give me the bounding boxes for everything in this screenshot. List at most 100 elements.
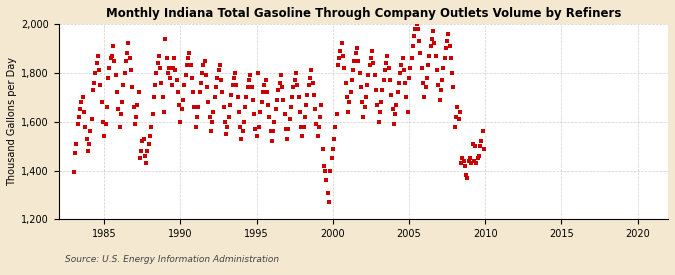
Point — [431, 68, 442, 73]
Point — [323, 200, 334, 205]
Point — [267, 139, 277, 144]
Point — [184, 51, 195, 56]
Point — [438, 66, 449, 70]
Point — [127, 85, 138, 90]
Point — [353, 58, 364, 63]
Point — [283, 127, 294, 131]
Point — [124, 56, 135, 60]
Point — [212, 75, 223, 80]
Point — [160, 36, 171, 41]
Point — [146, 124, 157, 129]
Point — [227, 83, 238, 87]
Point — [248, 97, 259, 102]
Point — [100, 122, 111, 126]
Point — [302, 93, 313, 97]
Text: Source: U.S. Energy Information Administration: Source: U.S. Energy Information Administ… — [65, 255, 279, 265]
Point — [415, 51, 426, 56]
Point — [270, 107, 281, 112]
Point — [114, 124, 125, 129]
Point — [80, 124, 90, 129]
Point — [292, 83, 302, 87]
Point — [264, 115, 275, 119]
Point — [288, 85, 299, 90]
Point — [444, 44, 455, 48]
Point — [377, 88, 387, 92]
Point — [425, 44, 436, 48]
Point — [475, 144, 485, 148]
Point — [388, 122, 399, 126]
Point — [254, 124, 265, 129]
Point — [311, 122, 322, 126]
Point — [296, 124, 306, 129]
Point — [396, 63, 407, 68]
Point — [244, 78, 254, 82]
Point — [385, 78, 396, 82]
Point — [185, 63, 196, 68]
Point — [316, 102, 327, 107]
Point — [460, 163, 470, 168]
Point — [373, 119, 384, 124]
Point — [157, 95, 168, 100]
Point — [126, 68, 136, 73]
Point — [441, 46, 452, 51]
Point — [84, 141, 95, 146]
Point — [389, 112, 400, 117]
Point — [339, 66, 350, 70]
Point — [167, 66, 178, 70]
Point — [366, 56, 377, 60]
Point — [199, 58, 210, 63]
Point — [101, 105, 112, 109]
Point — [103, 75, 113, 80]
Point — [190, 124, 201, 129]
Point — [301, 102, 312, 107]
Point — [286, 105, 296, 109]
Point — [325, 168, 335, 173]
Point — [223, 115, 234, 119]
Point — [215, 63, 225, 68]
Point — [109, 58, 120, 63]
Point — [391, 102, 402, 107]
Point — [133, 90, 144, 95]
Point — [163, 66, 174, 70]
Point — [443, 31, 454, 36]
Point — [300, 115, 310, 119]
Point — [104, 66, 115, 70]
Point — [97, 100, 107, 104]
Point — [85, 129, 96, 134]
Point — [251, 134, 262, 139]
Point — [122, 51, 132, 56]
Point — [230, 71, 240, 75]
Point — [195, 80, 206, 85]
Point — [208, 110, 219, 114]
Point — [81, 137, 92, 141]
Point — [408, 44, 418, 48]
Point — [148, 95, 159, 100]
Point — [147, 112, 158, 117]
Point — [74, 115, 84, 119]
Point — [410, 27, 421, 31]
Point — [352, 46, 362, 51]
Point — [456, 161, 466, 166]
Point — [71, 141, 82, 146]
Point — [321, 178, 332, 183]
Point — [345, 90, 356, 95]
Point — [136, 149, 146, 153]
Point — [290, 78, 300, 82]
Point — [404, 75, 414, 80]
Point — [472, 156, 483, 161]
Point — [304, 75, 315, 80]
Point — [419, 95, 430, 100]
Point — [108, 44, 119, 48]
Point — [274, 80, 285, 85]
Point — [150, 83, 161, 87]
Point — [245, 73, 256, 78]
Point — [217, 90, 227, 95]
Point — [134, 156, 145, 161]
Point — [369, 73, 380, 78]
Point — [138, 137, 149, 141]
Point — [144, 134, 155, 139]
Point — [326, 156, 337, 161]
Point — [398, 68, 409, 73]
Point — [140, 154, 151, 158]
Point — [429, 41, 440, 46]
